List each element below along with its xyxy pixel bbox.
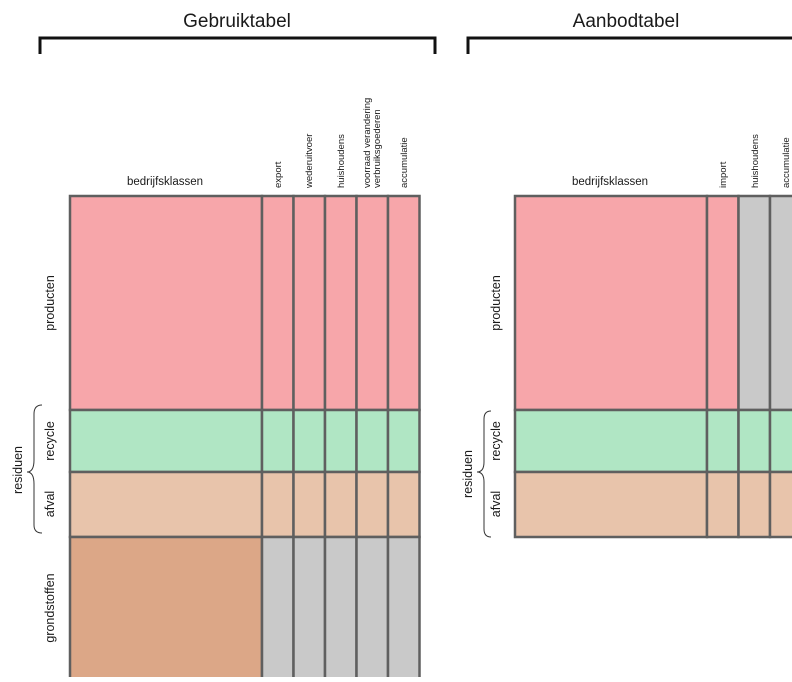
gebruik-col-wederuitvoer-label: wederuitvoer [304, 134, 315, 189]
gebruik-cell-afval-voorraad [355, 470, 390, 539]
aanbod-residuen-brace [476, 410, 492, 538]
gebruik-row-afval-label: afval [43, 491, 57, 517]
gebruik-table-group: Gebruiktabel bedrijfsklassen export wede… [11, 11, 437, 681]
gebruik-cell-afval-accumulatie [386, 470, 421, 539]
gebruik-cell-recycle-voorraad [355, 408, 390, 474]
gebruik-cell-grondstoffen-export [260, 535, 295, 681]
gebruik-col-huishoudens-label: huishoudens [336, 134, 347, 188]
aanbod-cell-producten-bedrijfsklassen [513, 194, 709, 412]
gebruik-cell-grondstoffen-bedrijfsklassen [68, 535, 264, 681]
gebruik-cell-recycle-accumulatie [386, 408, 421, 474]
aanbod-cell-recycle-import [705, 408, 740, 474]
gebruik-col-main-label: bedrijfsklassen [127, 176, 203, 188]
gebruik-title: Gebruiktabel [183, 11, 291, 32]
gebruik-row-recycle-label: recycle [43, 421, 57, 461]
gebruik-cell-recycle-wederuitvoer [292, 408, 327, 474]
aanbod-cell-recycle-bedrijfsklassen [513, 408, 709, 474]
aanbod-title: Aanbodtabel [573, 11, 680, 32]
aanbod-cell-producten-accumulatie [768, 194, 792, 412]
aanbod-cell-producten-huishoudens [737, 194, 772, 412]
gebruik-cell-afval-wederuitvoer [292, 470, 327, 539]
gebruik-bracket [38, 36, 437, 54]
gebruik-residuen-brace [26, 404, 43, 534]
aanbod-cell-afval-huishoudens [737, 470, 772, 539]
gebruik-residuen-label: residuen [11, 446, 25, 494]
gebruik-col-voorraad-label-line2: verbruiksgoederen [372, 109, 383, 188]
gebruik-cell-producten-wederuitvoer [292, 194, 327, 412]
aanbod-cell-afval-bedrijfsklassen [513, 470, 709, 539]
gebruik-col-voorraad-label-line1: voorraad verandering [362, 98, 373, 188]
gebruik-col-export-label: export [273, 161, 284, 188]
aanbod-cell-afval-accumulatie [768, 470, 792, 539]
gebruik-cell-grondstoffen-accumulatie [386, 535, 421, 681]
gebruik-cell-grondstoffen-huishoudens [323, 535, 358, 681]
aanbod-cell-recycle-huishoudens [737, 408, 772, 474]
gebruik-cell-grondstoffen-voorraad [355, 535, 390, 681]
aanbod-row-afval-label: afval [489, 491, 503, 517]
gebruik-cell-recycle-bedrijfsklassen [68, 408, 264, 474]
aanbod-cell-afval-import [705, 470, 740, 539]
gebruik-col-accumulatie-label: accumulatie [399, 137, 410, 188]
aanbod-table-group: Aanbodtabel bedrijfsklassen import huish… [461, 11, 792, 539]
aanbod-row-producten-label: producten [489, 275, 503, 331]
aanbod-residuen-label: residuen [461, 450, 475, 498]
gebruik-cell-afval-export [260, 470, 295, 539]
aanbod-cell-recycle-accumulatie [768, 408, 792, 474]
aanbod-bracket [466, 36, 792, 54]
gebruik-cell-afval-bedrijfsklassen [68, 470, 264, 539]
gebruik-cell-producten-voorraad [355, 194, 390, 412]
aanbod-cell-producten-import [705, 194, 740, 412]
aanbod-col-accumulatie-label: accumulatie [781, 137, 792, 188]
aanbod-col-huishoudens-label: huishoudens [750, 134, 761, 188]
gebruik-cell-recycle-export [260, 408, 295, 474]
gebruik-row-grondstoffen-label: grondstoffen [43, 573, 57, 642]
gebruik-cell-afval-huishoudens [323, 470, 358, 539]
gebruik-cell-grondstoffen-wederuitvoer [292, 535, 327, 681]
aanbod-col-main-label: bedrijfsklassen [572, 176, 648, 188]
aanbod-row-recycle-label: recycle [489, 421, 503, 461]
aanbod-cells [513, 194, 792, 539]
gebruik-cell-producten-accumulatie [386, 194, 421, 412]
aanbod-col-import-label: import [718, 161, 729, 188]
gebruik-row-producten-label: producten [43, 275, 57, 331]
gebruik-cells [68, 194, 421, 681]
gebruik-cell-recycle-huishoudens [323, 408, 358, 474]
gebruik-cell-producten-bedrijfsklassen [68, 194, 264, 412]
gebruik-cell-producten-huishoudens [323, 194, 358, 412]
gebruik-cell-producten-export [260, 194, 295, 412]
